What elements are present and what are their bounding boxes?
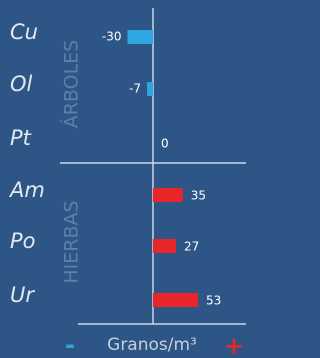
group-label: ÁRBOLES [60,40,83,129]
value-label: -7 [129,82,141,96]
zoom-out-button[interactable]: - [65,331,75,358]
value-label: 27 [184,240,199,254]
category-label: Am [8,178,45,202]
bar [153,239,176,253]
value-label: 53 [206,294,221,308]
chart: ÁRBOLES HIERBAS - Granos/m³ + Cu -30 Ol -7 P… [0,0,246,358]
category-label: Cu [10,20,38,44]
bar [147,82,153,96]
category-label: Po [10,229,36,253]
x-axis-label: Granos/m³ [107,335,197,355]
category-label: Pt [10,126,32,150]
category-label: Ol [10,72,33,96]
value-label: 35 [191,189,206,203]
value-label: 0 [161,137,169,151]
group-label: HIERBAS [61,200,83,283]
bar [153,293,198,307]
category-label: Ur [10,283,35,307]
bar [153,188,183,202]
value-label: -30 [102,30,122,44]
bar [128,30,154,44]
zoom-in-button[interactable]: + [224,332,244,358]
